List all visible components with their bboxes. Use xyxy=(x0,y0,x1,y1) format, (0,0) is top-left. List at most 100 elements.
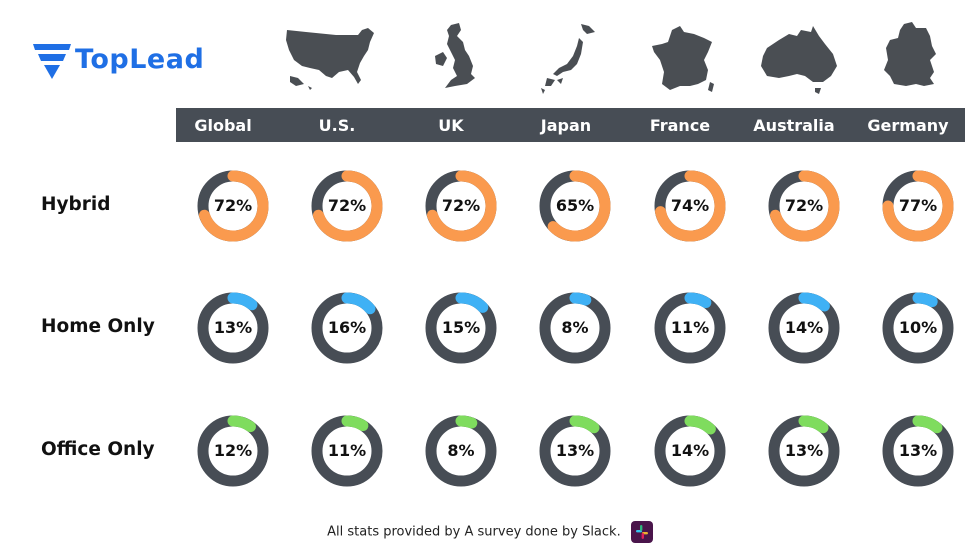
donut-ring xyxy=(882,170,954,242)
donut-ring xyxy=(311,292,383,364)
donut-percent-label: 10% xyxy=(898,318,938,337)
donut-value-arc xyxy=(197,415,269,487)
donut-ring xyxy=(882,292,954,364)
donut-percent-label: 8% xyxy=(447,441,475,460)
france-map-icon xyxy=(652,26,714,92)
donut-hybrid-u-s: 72% xyxy=(309,168,385,244)
donut-percent-label: 16% xyxy=(327,318,367,337)
donut-hybrid-germany: 77% xyxy=(880,168,956,244)
donut-ring xyxy=(654,170,726,242)
donut-percent-label: 15% xyxy=(441,318,481,337)
donut-office-only-u-s: 11% xyxy=(309,413,385,489)
donut-ring xyxy=(768,292,840,364)
donut-percent-label: 14% xyxy=(670,441,710,460)
column-header-uk: UK xyxy=(438,116,464,135)
donut-percent-label: 13% xyxy=(784,441,824,460)
donut-hybrid-japan: 65% xyxy=(537,168,613,244)
donut-value-arc xyxy=(882,170,954,242)
donut-percent-label: 11% xyxy=(327,441,367,460)
column-header-germany: Germany xyxy=(867,116,949,135)
donut-value-arc xyxy=(539,415,611,487)
donut-value-arc xyxy=(882,292,954,364)
donut-home-only-germany: 10% xyxy=(880,290,956,366)
donut-office-only-japan: 13% xyxy=(537,413,613,489)
donut-percent-label: 12% xyxy=(213,441,253,460)
donut-percent-label: 8% xyxy=(561,318,589,337)
donut-value-arc xyxy=(197,292,269,364)
column-header-japan: Japan xyxy=(540,116,592,135)
usa-map-icon xyxy=(286,28,374,90)
donut-ring xyxy=(768,415,840,487)
donut-office-only-germany: 13% xyxy=(880,413,956,489)
donut-value-arc xyxy=(882,415,954,487)
donut-percent-label: 65% xyxy=(555,196,595,215)
brand-logo: TopLead xyxy=(32,42,232,84)
column-header-global: Global xyxy=(194,116,252,135)
donut-percent-label: 11% xyxy=(670,318,710,337)
donut-percent-label: 72% xyxy=(213,196,253,215)
donut-value-arc xyxy=(654,415,726,487)
donut-percent-label: 72% xyxy=(327,196,367,215)
donut-hybrid-australia: 72% xyxy=(766,168,842,244)
footer: All stats provided by A survey done by S… xyxy=(0,521,980,543)
donut-percent-label: 74% xyxy=(670,196,710,215)
donut-ring xyxy=(425,292,497,364)
donut-value-arc xyxy=(425,292,497,364)
donut-percent-label: 13% xyxy=(555,441,595,460)
footer-text: All stats provided by A survey done by S… xyxy=(327,524,621,540)
donut-office-only-france: 14% xyxy=(652,413,728,489)
donut-ring xyxy=(311,170,383,242)
donut-home-only-global: 13% xyxy=(195,290,271,366)
donut-ring xyxy=(654,292,726,364)
donut-ring xyxy=(425,415,497,487)
donut-ring xyxy=(197,170,269,242)
germany-map-icon xyxy=(884,22,936,86)
donut-home-only-france: 11% xyxy=(652,290,728,366)
donut-ring xyxy=(311,415,383,487)
donut-ring xyxy=(197,292,269,364)
row-label-office-only: Office Only xyxy=(41,439,155,460)
donut-value-arc xyxy=(654,170,726,242)
donut-value-arc xyxy=(425,170,497,242)
uk-map-icon xyxy=(435,23,475,88)
country-header-bar: Global U.S. UK Japan France Australia Ge… xyxy=(176,108,965,142)
donut-value-arc xyxy=(539,292,611,364)
donut-percent-label: 13% xyxy=(213,318,253,337)
donut-value-arc xyxy=(311,170,383,242)
donut-ring xyxy=(654,415,726,487)
donut-office-only-uk: 8% xyxy=(423,413,499,489)
donut-ring xyxy=(197,415,269,487)
donut-ring xyxy=(425,170,497,242)
donut-value-arc xyxy=(768,292,840,364)
donut-percent-label: 72% xyxy=(784,196,824,215)
donut-value-arc xyxy=(425,415,497,487)
donut-percent-label: 72% xyxy=(441,196,481,215)
slack-icon xyxy=(630,521,653,543)
donut-value-arc xyxy=(197,170,269,242)
donut-ring xyxy=(768,170,840,242)
toplead-logo-icon xyxy=(33,44,71,79)
donut-office-only-global: 12% xyxy=(195,413,271,489)
brand-name: TopLead xyxy=(75,44,205,75)
japan-map-icon xyxy=(541,24,595,94)
donut-value-arc xyxy=(768,170,840,242)
donut-percent-label: 14% xyxy=(784,318,824,337)
donut-value-arc xyxy=(311,292,383,364)
donut-value-arc xyxy=(768,415,840,487)
donut-percent-label: 77% xyxy=(898,196,938,215)
donut-ring xyxy=(539,415,611,487)
donut-value-arc xyxy=(539,170,611,242)
row-label-home-only: Home Only xyxy=(41,316,155,337)
donut-ring xyxy=(539,170,611,242)
column-header-australia: Australia xyxy=(753,116,835,135)
donut-hybrid-france: 74% xyxy=(652,168,728,244)
donut-office-only-australia: 13% xyxy=(766,413,842,489)
donut-value-arc xyxy=(311,415,383,487)
donut-home-only-japan: 8% xyxy=(537,290,613,366)
column-header-france: France xyxy=(649,116,711,135)
column-header-us: U.S. xyxy=(318,116,356,135)
donut-hybrid-uk: 72% xyxy=(423,168,499,244)
donut-home-only-uk: 15% xyxy=(423,290,499,366)
donut-ring xyxy=(539,292,611,364)
donut-percent-label: 13% xyxy=(898,441,938,460)
